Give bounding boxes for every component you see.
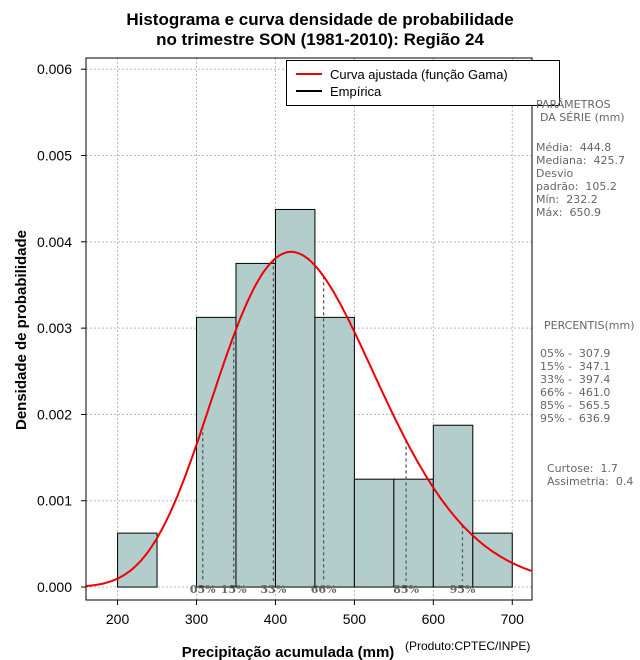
legend-label-fitted: Curva ajustada (função Gama) — [330, 66, 508, 82]
percentile-label: 05% — [190, 583, 216, 596]
parameter-value: 650.9 — [569, 206, 601, 219]
parameter-value: 444.8 — [579, 141, 612, 154]
credit-label: (Produto:CPTEC/INPE) — [405, 639, 530, 653]
black-line-icon — [296, 90, 322, 92]
gamma-curve-line — [85, 250, 532, 588]
percentile-label: 85% - — [540, 399, 572, 412]
parameter-row: Mín: 232.2 — [536, 193, 598, 206]
parameter-value: 105.2 — [585, 180, 617, 193]
percentile-label: 95% - — [540, 412, 572, 425]
parameter-value: 425.7 — [593, 154, 625, 167]
percentile-row: 33% - 397.4 — [540, 373, 610, 386]
percentile-value: 347.1 — [578, 360, 611, 373]
parameter-row: Mediana: 425.7 — [536, 154, 625, 167]
plot-frame — [85, 57, 533, 601]
x-tick-label: 500 — [343, 611, 367, 627]
percentile-markers: 05% 15% 33% 66% 85% 95% — [190, 260, 476, 596]
percentile-row: 15% - 347.1 — [540, 360, 610, 373]
chart-title-line1: Histograma e curva densidade de probabil… — [126, 10, 514, 29]
percentile-row: 05% - 307.9 — [540, 347, 610, 360]
chart-title-line2: no trimestre SON (1981-2010): Região 24 — [156, 30, 484, 49]
y-axis-label: Densidade de probabilidade — [13, 230, 30, 430]
histogram-bar — [235, 262, 276, 588]
x-tick-label: 400 — [264, 611, 288, 627]
parameter-label: Média: — [536, 141, 573, 154]
percentile-value: 565.5 — [578, 399, 611, 412]
y-tick-label: 0.005 — [37, 148, 72, 164]
parameter-label: padrão: — [536, 180, 579, 193]
histogram-bar — [353, 478, 395, 588]
percentile-label: 33% - — [540, 373, 572, 386]
parameter-label: Máx: — [536, 206, 563, 219]
legend: Curva ajustada (função Gama) Empírica — [286, 60, 560, 106]
percentile-row: 66% - 461.0 — [540, 386, 610, 399]
percentile-value: 307.9 — [578, 347, 611, 360]
percentile-label: 66% - — [540, 386, 572, 399]
x-tick-label: 700 — [501, 611, 525, 627]
parameter-row: Máx: 650.9 — [536, 206, 601, 219]
percentile-label: 95% — [450, 583, 476, 596]
y-tick-label: 0.002 — [37, 406, 72, 422]
y-tick-label: 0.003 — [37, 320, 72, 336]
histogram-bar — [432, 424, 474, 588]
percentile-label: 15% - — [540, 360, 572, 373]
legend-item-fitted: Curva ajustada (função Gama) — [287, 66, 508, 82]
x-axis-label: Precipitação acumulada (mm) — [182, 644, 395, 660]
fitted-curve — [85, 250, 532, 588]
parameters-heading: PARÂMETROS — [536, 98, 611, 111]
assimetria-label: Assimetria: — [547, 475, 609, 488]
assimetria-row: Assimetria: 0.4 — [540, 462, 633, 488]
legend-item-empirical: Empírica — [287, 83, 381, 99]
histogram-bar — [117, 532, 158, 588]
parameter-row: Média: 444.8 — [536, 141, 611, 154]
x-tick-label: 300 — [185, 611, 209, 627]
percentile-value: 636.9 — [578, 412, 611, 425]
red-line-icon — [296, 73, 322, 75]
parameter-value: 232.2 — [566, 193, 598, 206]
percentile-row: 95% - 636.9 — [540, 412, 610, 425]
histogram-bar — [274, 208, 316, 588]
percentile-label: 33% — [261, 583, 287, 596]
x-tick-label: 200 — [106, 611, 130, 627]
parameter-label: Mediana: — [536, 154, 587, 167]
axes: 200 300 400 500 600 700 0.000 0.001 0.002 0.003 0.… — [37, 61, 524, 627]
percentile-label: 05% - — [540, 347, 572, 360]
y-tick-label: 0.001 — [37, 493, 72, 509]
percentiles-heading: PERCENTIS(mm) — [544, 319, 635, 332]
y-tick-label: 0.006 — [37, 61, 72, 77]
curtose-label: Curtose: — [547, 462, 594, 475]
curtose-row: Curtose: 1.7 — [540, 449, 618, 475]
parameter-label: Desvio — [536, 167, 574, 180]
percentile-label: 15% — [221, 583, 247, 596]
y-tick-label: 0.004 — [37, 234, 72, 250]
percentile-label: 66% — [311, 583, 337, 596]
assimetria-value: 0.4 — [615, 475, 634, 488]
parameters-subheading: DA SÉRIE (mm) — [540, 111, 625, 124]
x-tick-label: 600 — [422, 611, 446, 627]
histogram-bar — [393, 478, 434, 588]
parameter-row: padrão: 105.2 — [536, 180, 617, 193]
percentile-label: 85% — [393, 583, 419, 596]
percentile-value: 461.0 — [578, 386, 611, 399]
percentile-value: 397.4 — [578, 373, 611, 386]
curtose-value: 1.7 — [600, 462, 618, 475]
legend-label-empirical: Empírica — [330, 83, 382, 99]
y-tick-label: 0.000 — [37, 579, 72, 595]
parameter-label: Mín: — [536, 193, 560, 206]
percentile-row: 85% - 565.5 — [540, 399, 610, 412]
histogram-bar — [314, 316, 355, 588]
parameter-row: Desvio — [536, 167, 580, 180]
